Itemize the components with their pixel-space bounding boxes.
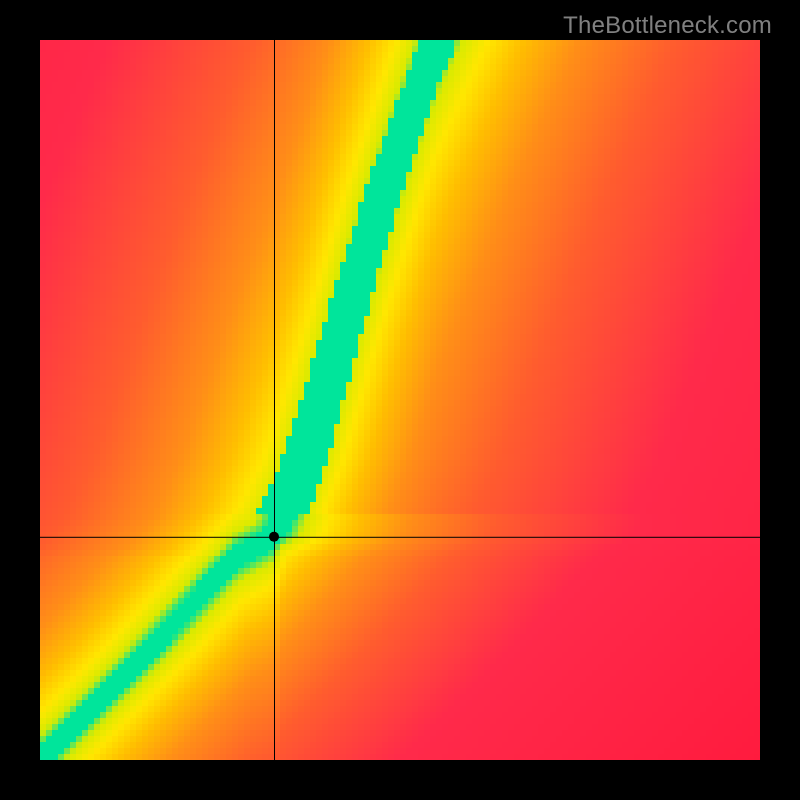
bottleneck-heatmap	[40, 40, 760, 760]
chart-container: TheBottleneck.com	[0, 0, 800, 800]
watermark-text: TheBottleneck.com	[563, 12, 772, 40]
